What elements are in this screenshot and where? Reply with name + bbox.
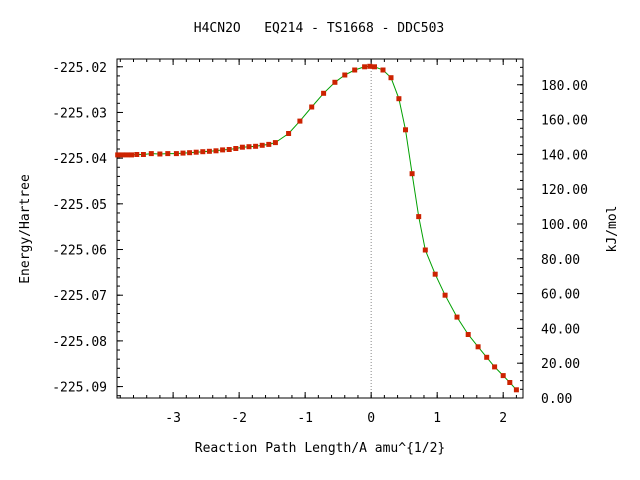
data-point (193, 149, 199, 155)
y-tick-label: -225.04 (52, 152, 107, 167)
data-point (253, 143, 259, 149)
x-tick-label: -2 (231, 411, 247, 426)
data-point (233, 146, 239, 151)
y-tick-label: -225.07 (52, 289, 107, 304)
data-point (180, 150, 186, 156)
data-point (475, 344, 481, 350)
data-point (432, 271, 438, 277)
data-point (129, 152, 134, 158)
data-point (148, 151, 154, 157)
y2-tick-label: 180.00 (541, 79, 588, 94)
data-point (165, 151, 171, 157)
data-point (367, 63, 373, 69)
y2-tick-label: 120.00 (541, 183, 588, 198)
data-point (206, 148, 212, 154)
data-point (484, 354, 490, 360)
data-point (372, 64, 377, 70)
data-point (403, 127, 408, 133)
data-point (409, 171, 415, 177)
plot-area: -3 -2 -1 0 1 2 -225.02 -225.03 -225.04 -225.05 -22… (52, 58, 588, 426)
data-point (115, 152, 121, 158)
data-point (388, 75, 394, 81)
data-point (500, 373, 506, 379)
data-point (492, 364, 498, 370)
data-point (286, 131, 292, 136)
y-tick-label: -225.02 (52, 61, 107, 76)
data-point (134, 152, 140, 157)
x-tick-label: 1 (433, 411, 441, 426)
y2-tick-label: 60.00 (541, 288, 580, 303)
x-tick-label: -1 (297, 411, 313, 426)
data-point (200, 149, 206, 155)
y-axis-label: Energy/Hartree (18, 174, 33, 284)
x-tick-label: 0 (367, 411, 375, 426)
data-point (173, 151, 179, 157)
y-tick-label: -225.06 (52, 244, 107, 259)
data-point (187, 150, 193, 156)
data-point (513, 387, 519, 393)
plot-frame (116, 58, 524, 399)
chart-title: H4CN2O EQ214 - TS1668 - DDC503 (194, 21, 444, 36)
y2-axis-label: kJ/mol (605, 206, 620, 253)
y-tick-label: -225.03 (52, 106, 107, 121)
data-point (396, 96, 402, 102)
x-axis-label: Reaction Path Length/A amu^{1/2} (195, 441, 445, 456)
y2-tick-label: 160.00 (541, 114, 588, 129)
data-point (465, 332, 471, 337)
data-point (272, 140, 278, 146)
data-point (297, 118, 303, 124)
data-point (140, 152, 146, 157)
y2-tick-label: 40.00 (541, 322, 580, 337)
y2-tick-label: 0.00 (541, 392, 572, 407)
data-point (220, 147, 226, 153)
data-point (266, 141, 272, 147)
data-point (352, 67, 358, 73)
x-tick-label: -3 (165, 411, 181, 426)
data-point (309, 104, 315, 110)
y2-tick-label: 100.00 (541, 218, 588, 233)
data-point (442, 292, 448, 298)
data-point (124, 152, 130, 158)
data-point (226, 147, 232, 152)
data-point (380, 67, 386, 73)
data-point (362, 64, 368, 70)
data-point (422, 247, 428, 253)
data-point (454, 314, 460, 320)
y2-tick-label: 20.00 (541, 357, 580, 372)
data-point (507, 380, 513, 385)
y2-tick-label: 140.00 (541, 148, 588, 163)
data-point (213, 148, 219, 154)
data-point (259, 142, 265, 148)
data-point (321, 90, 327, 96)
data-point (246, 144, 252, 150)
data-point (342, 72, 348, 78)
data-point (332, 79, 338, 85)
data-point (157, 151, 163, 157)
series-line (117, 65, 517, 391)
data-point (416, 214, 422, 220)
y2-tick-label: 80.00 (541, 253, 580, 268)
y-tick-label: -225.09 (52, 381, 107, 396)
data-point (239, 144, 245, 150)
y-tick-label: -225.05 (52, 198, 107, 213)
y-tick-label: -225.08 (52, 335, 107, 350)
x-tick-label: 2 (499, 411, 507, 426)
data-point (119, 152, 125, 158)
